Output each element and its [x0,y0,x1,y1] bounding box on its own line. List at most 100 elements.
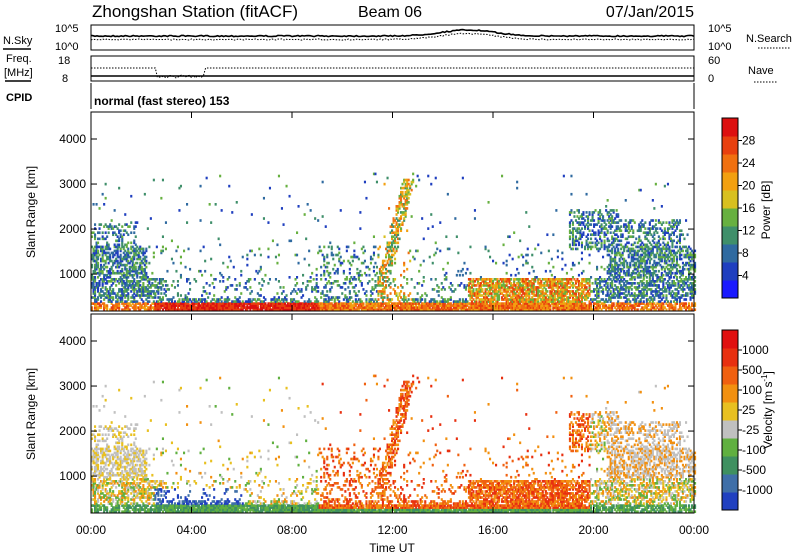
heatmap-cell [520,294,523,297]
heatmap-cell [380,296,383,299]
heatmap-cell [315,267,318,271]
heatmap-cell [483,296,486,299]
heatmap-cell [647,267,650,271]
heatmap-cell [633,265,636,269]
heatmap-cell [627,269,630,273]
heatmap-cell [653,231,656,235]
heatmap-cell [395,233,398,237]
heatmap-cell [605,294,608,297]
heatmap-cell [448,308,451,312]
heatmap-cell [501,280,504,283]
heatmap-cell [657,300,660,303]
heatmap-cell [277,280,281,283]
heatmap-cell [522,286,525,289]
heatmap-cell [644,263,647,267]
heatmap-cell [389,282,392,285]
heatmap-cell [559,280,562,283]
heatmap-cell [145,286,148,289]
heatmap-cell [617,227,620,230]
heatmap-cell [311,304,314,307]
heatmap-cell [495,278,498,281]
heatmap-cell [389,263,392,267]
heatmap-cell [217,306,220,309]
heatmap-cell [386,280,389,283]
heatmap-cell [443,304,446,307]
heatmap-cell [608,271,611,275]
heatmap-cell [95,265,98,269]
heatmap-cell [198,304,201,307]
heatmap-cell [320,249,323,253]
heatmap-cell [107,269,110,273]
heatmap-cell [97,237,100,241]
heatmap-cell [570,192,573,196]
heatmap-cell [531,296,534,299]
heatmap-cell [534,300,537,303]
heatmap-cell [540,284,543,287]
heatmap-cell [369,300,373,303]
heatmap-cell [451,308,454,312]
heatmap-cell [534,304,537,307]
heatmap-cell [615,271,618,275]
heatmap-cell [588,300,591,303]
heatmap-cell [596,306,599,309]
heatmap-cell [571,241,575,245]
heatmap-cell [296,300,299,303]
heatmap-cell [404,192,407,196]
heatmap-cell [122,245,125,249]
heatmap-cell [612,302,615,305]
heatmap-cell [161,298,165,301]
heatmap-cell [211,282,214,285]
heatmap-cell [199,306,202,309]
heatmap-cell [130,273,133,277]
heatmap-cell [139,271,142,275]
heatmap-cell [632,304,635,307]
heatmap-cell [568,308,572,312]
heatmap-cell [119,278,122,281]
heatmap-cell [125,273,128,277]
heatmap-cell [641,265,644,269]
heatmap-cell [543,292,546,295]
heatmap-cell [391,261,394,265]
heatmap-cell [110,225,113,228]
heatmap-cell [377,298,380,301]
heatmap-cell [559,300,562,303]
heatmap-cell [600,286,603,289]
heatmap-cell [514,273,517,277]
heatmap-cell [618,282,621,285]
heatmap-cell [627,253,630,257]
heatmap-cell [296,304,299,307]
heatmap-cell [529,308,532,312]
heatmap-cell [571,290,575,293]
heatmap-cell [299,290,302,293]
heatmap-cell [335,280,338,283]
heatmap-cell [547,304,550,307]
heatmap-cell [579,288,582,291]
heatmap-cell [526,284,529,287]
heatmap-cell [416,302,419,305]
heatmap-cell [97,249,100,253]
heatmap-cell [620,292,623,295]
heatmap-cell [360,308,363,312]
heatmap-cell [338,247,341,251]
heatmap-cell [547,249,550,253]
heatmap-cell [496,298,499,301]
heatmap-cell [142,249,145,253]
heatmap-cell [131,296,134,299]
heatmap-cell [611,237,614,241]
heatmap-cell [394,239,397,243]
heatmap-cell [291,302,294,305]
heatmap-cell [508,288,511,291]
heatmap-cell [641,257,644,261]
heatmap-cell [513,294,516,297]
heatmap-cell [238,304,241,307]
heatmap-cell [228,302,231,305]
heatmap-cell [614,247,617,251]
heatmap-cell [641,247,644,251]
heatmap-cell [97,306,100,309]
heatmap-cell [600,243,603,247]
heatmap-cell [614,271,617,275]
heatmap-cell [526,298,529,301]
heatmap-cell [461,308,464,312]
heatmap-cell [163,288,166,291]
heatmap-cell [186,304,189,307]
